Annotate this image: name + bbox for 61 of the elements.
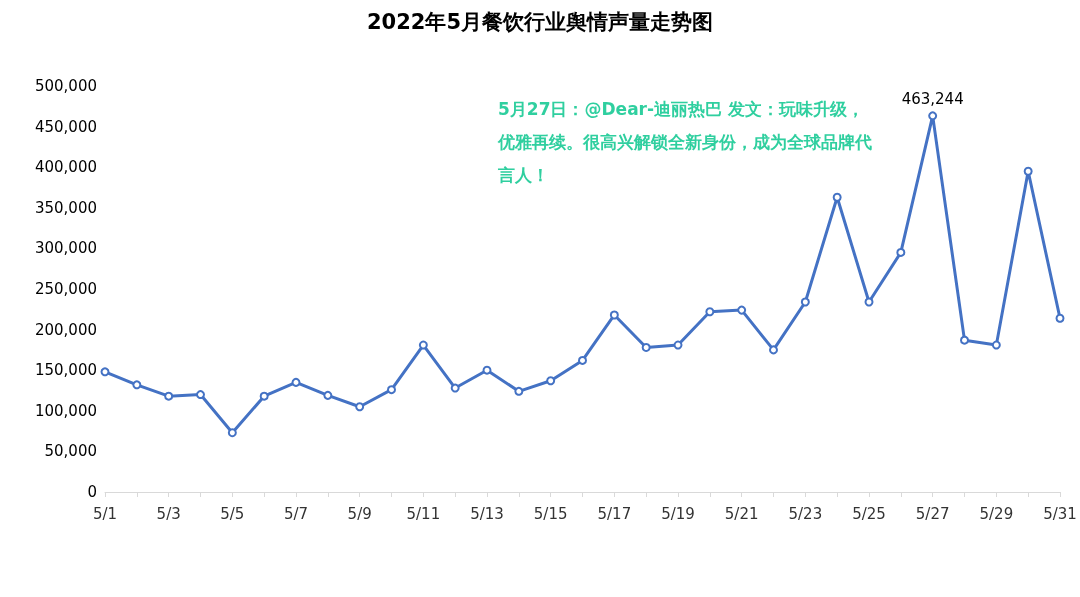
point (960, 335, 969, 345)
point (355, 402, 365, 412)
point (609, 310, 619, 320)
point (673, 340, 683, 350)
x-tick-label: 5/31 (1043, 504, 1077, 523)
point (482, 365, 492, 375)
point (928, 111, 938, 121)
chart-title: 2022年5月餐饮行业舆情声量走势图 (366, 9, 714, 34)
point (991, 340, 1001, 350)
x-tick-label: 5/25 (852, 504, 886, 523)
point (1055, 313, 1065, 323)
point (100, 367, 110, 377)
point (737, 305, 747, 315)
point (578, 355, 587, 365)
x-tick-label: 5/1 (92, 504, 118, 523)
point (832, 192, 842, 202)
x-tick-label: 5/19 (661, 504, 695, 523)
point (291, 377, 301, 387)
point (1023, 166, 1033, 176)
y-tick-label: 0 (87, 483, 97, 501)
x-tick-label: 5/27 (915, 504, 950, 523)
point (546, 376, 556, 386)
x-tick-label: 5/5 (220, 504, 245, 523)
point (514, 386, 524, 396)
y-tick-label: 400,000 (34, 158, 97, 177)
x-tick-label: 5/9 (347, 504, 372, 523)
y-tick-label: 350,000 (34, 198, 97, 217)
point (864, 297, 874, 307)
y-tick-label: 300,000 (34, 239, 97, 258)
y-tick-label: 100,000 (34, 401, 97, 420)
data-label: 463,244 (901, 89, 964, 108)
annotation: 5月27日：@Dear-迪丽热巴 发文：玩味升级，优雅再续。很高兴解锁全新身份，成为全球品牌代言人！ (497, 98, 872, 185)
point (705, 307, 715, 317)
x-tick-label: 5/11 (406, 504, 441, 523)
point (323, 390, 333, 400)
point (641, 342, 651, 352)
point (418, 340, 428, 350)
y-tick-label: 200,000 (34, 320, 97, 339)
y-tick-label: 50,000 (44, 442, 97, 461)
x-tick-label: 5/21 (724, 504, 759, 523)
point (450, 383, 460, 393)
x-tick-label: 5/7 (283, 504, 309, 523)
y-tick-label: 150,000 (34, 361, 97, 380)
y-tick-label: 500,000 (34, 77, 97, 95)
point (196, 390, 205, 400)
point (387, 385, 396, 395)
point (227, 428, 237, 438)
x-tick-label: 5/29 (979, 504, 1014, 523)
point (896, 247, 906, 257)
y-tick-label: 450,000 (34, 117, 97, 136)
x-tick-label: 5/17 (597, 504, 632, 523)
point (259, 391, 269, 401)
point (800, 297, 810, 307)
x-tick-label: 5/15 (533, 504, 568, 523)
x-tick-label: 5/3 (156, 504, 181, 523)
x-tick-label: 5/23 (788, 504, 823, 523)
point (164, 391, 174, 401)
x-tick-label: 5/13 (470, 504, 504, 523)
point (132, 380, 142, 390)
point (769, 345, 778, 355)
y-tick-label: 250,000 (34, 280, 97, 298)
